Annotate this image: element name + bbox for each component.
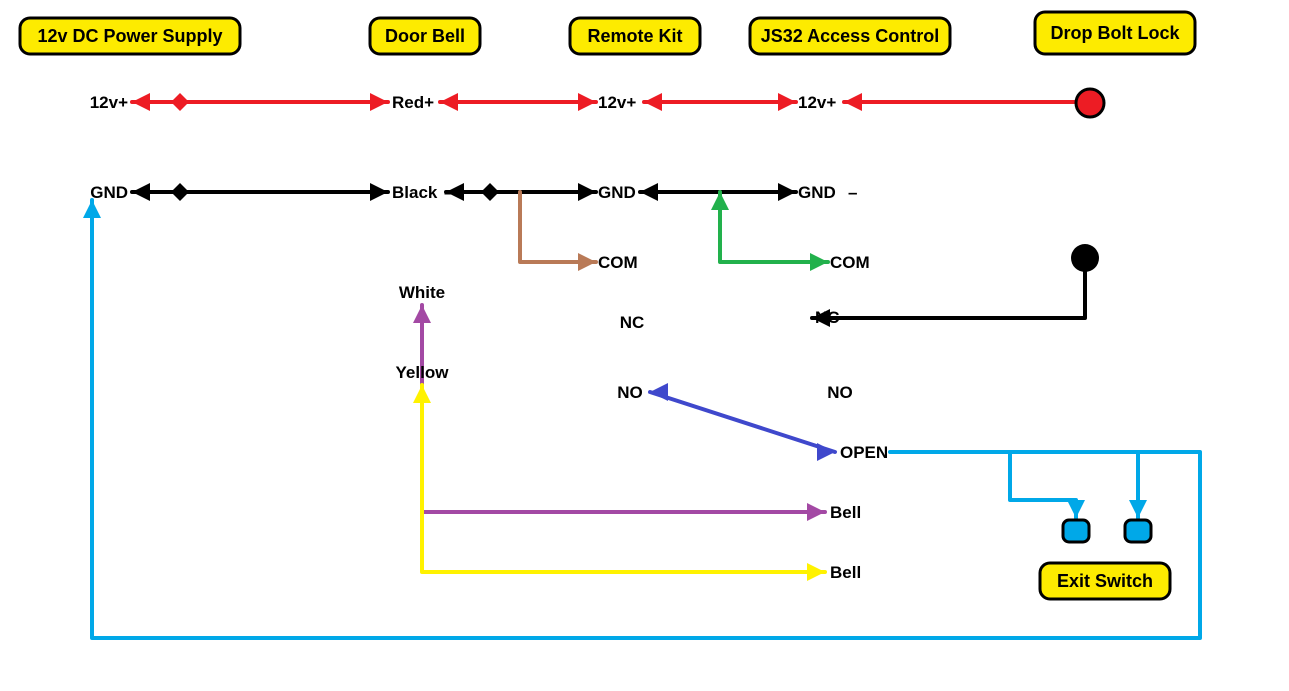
red-dot	[1076, 89, 1104, 117]
l-gnd-js: GND	[798, 183, 836, 202]
l-12v-psu: 12v+	[90, 93, 128, 112]
arrow-head	[1067, 500, 1085, 518]
arrow-head	[83, 200, 101, 218]
arrow-head	[1129, 500, 1147, 518]
l-black: Black	[392, 183, 438, 202]
arrow-head	[370, 93, 388, 111]
l-white: White	[399, 283, 445, 302]
arrow-head	[578, 93, 596, 111]
arrow-head	[810, 253, 828, 271]
arrow-head	[132, 93, 150, 111]
l-bell1: Bell	[830, 503, 861, 522]
l-com-js: COM	[830, 253, 870, 272]
wire-brown	[520, 192, 596, 262]
l-gnd-remote: GND	[598, 183, 636, 202]
arrow-head	[481, 183, 499, 201]
arrow-head	[807, 563, 825, 581]
arrow-head	[440, 93, 458, 111]
minus-2: –	[848, 183, 857, 202]
wire-purple	[422, 305, 825, 512]
l-com-remote: COM	[598, 253, 638, 272]
arrow-head	[650, 383, 668, 401]
arrow-head	[817, 443, 835, 461]
l-red: Red+	[392, 93, 434, 112]
exit-button-1	[1125, 520, 1151, 542]
l-nc-js: NC	[815, 308, 840, 327]
box-label-exit: Exit Switch	[1057, 571, 1153, 591]
minus-0: –	[444, 183, 453, 202]
arrow-head	[711, 192, 729, 210]
wiring-diagram: 12v DC Power Supply Door Bell Remote Kit JS…	[0, 0, 1289, 691]
arrow-head	[844, 93, 862, 111]
l-gnd-psu: GND	[90, 183, 128, 202]
box-label-bell: Door Bell	[385, 26, 465, 46]
arrow-head	[644, 93, 662, 111]
wire-green	[720, 192, 828, 262]
box-label-psu: 12v DC Power Supply	[37, 26, 222, 46]
arrow-head	[171, 183, 189, 201]
box-label-js32: JS32 Access Control	[761, 26, 939, 46]
box-label-drop: Drop Bolt Lock	[1051, 23, 1181, 43]
wire-blk-nc	[812, 270, 1085, 318]
arrow-head	[413, 305, 431, 323]
l-no-js: NO	[827, 383, 853, 402]
l-12v-remote: 12v+	[598, 93, 636, 112]
l-yellow: Yellow	[396, 363, 450, 382]
wire-yellowwire	[422, 385, 825, 572]
black-dot	[1071, 244, 1099, 272]
arrow-head	[778, 183, 796, 201]
exit-button-0	[1063, 520, 1089, 542]
arrow-head	[578, 253, 596, 271]
arrow-head	[171, 93, 189, 111]
arrow-head	[807, 503, 825, 521]
wire-navy	[650, 392, 835, 452]
l-bell2: Bell	[830, 563, 861, 582]
arrow-head	[778, 93, 796, 111]
arrow-head	[578, 183, 596, 201]
l-nc-remote: NC	[620, 313, 645, 332]
l-12v-js: 12v+	[798, 93, 836, 112]
box-label-remote: Remote Kit	[587, 26, 682, 46]
arrow-head	[370, 183, 388, 201]
arrow-head	[413, 385, 431, 403]
wire-cyan-exit1	[1010, 452, 1076, 518]
minus-1: –	[648, 183, 657, 202]
l-no-remote: NO	[617, 383, 643, 402]
l-open: OPEN	[840, 443, 888, 462]
arrow-head	[132, 183, 150, 201]
